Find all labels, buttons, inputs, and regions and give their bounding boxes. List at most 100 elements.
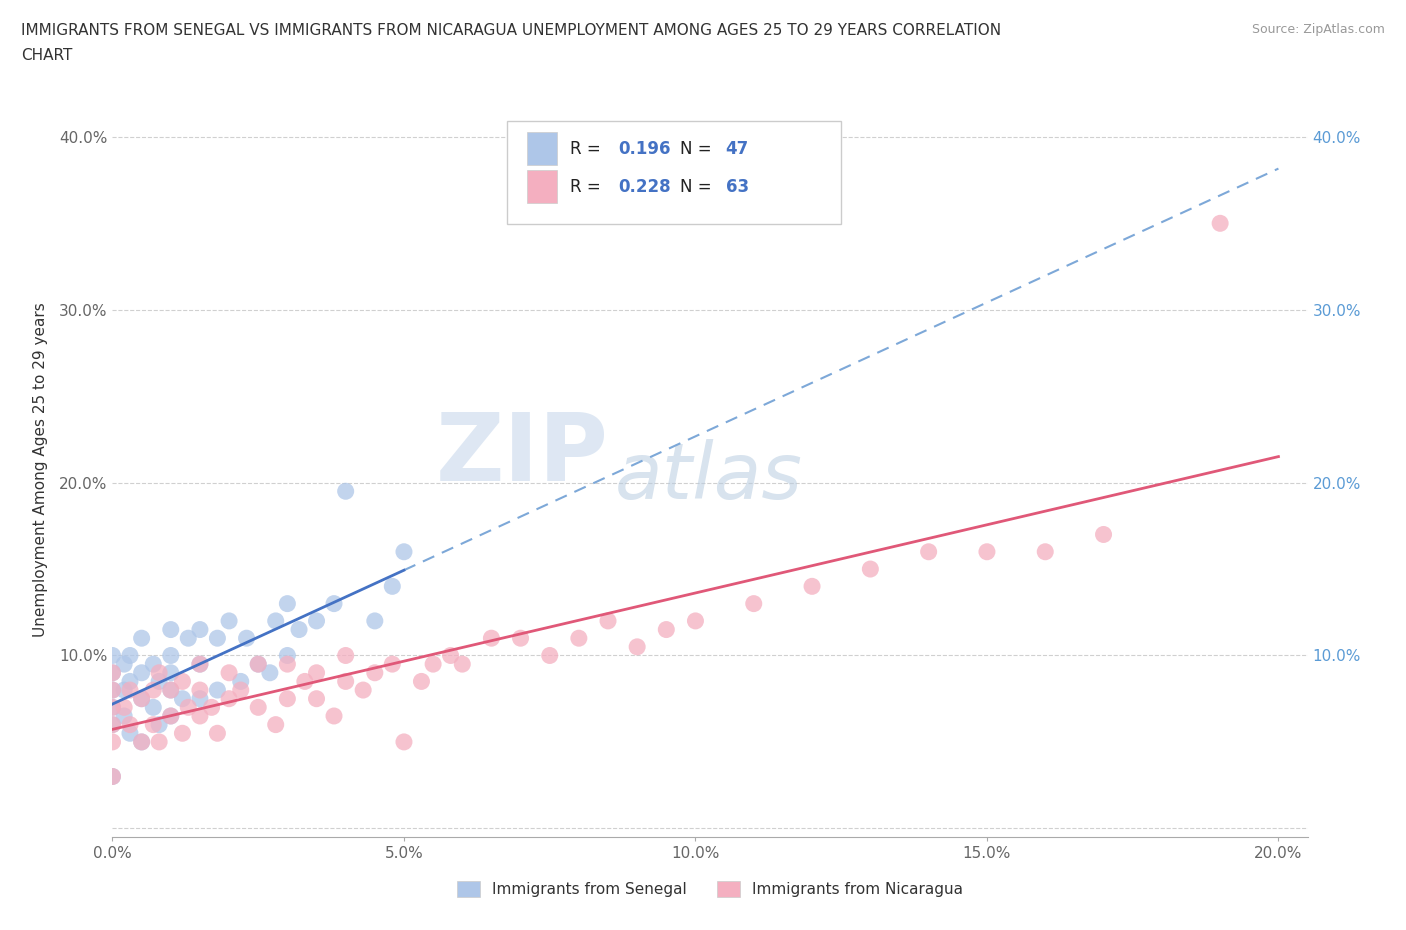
Point xyxy=(148,717,170,732)
Point xyxy=(131,665,153,680)
Point xyxy=(917,544,939,559)
Point xyxy=(247,657,270,671)
Point xyxy=(335,484,357,498)
Point xyxy=(112,657,135,671)
Point xyxy=(177,631,200,645)
Point xyxy=(742,596,765,611)
Point xyxy=(148,735,170,750)
Legend: Immigrants from Senegal, Immigrants from Nicaragua: Immigrants from Senegal, Immigrants from… xyxy=(451,875,969,903)
Point xyxy=(188,683,211,698)
Text: N =: N = xyxy=(681,140,717,157)
Point xyxy=(352,683,374,698)
Point xyxy=(131,631,153,645)
Text: IMMIGRANTS FROM SENEGAL VS IMMIGRANTS FROM NICARAGUA UNEMPLOYMENT AMONG AGES 25 : IMMIGRANTS FROM SENEGAL VS IMMIGRANTS FR… xyxy=(21,23,1001,38)
Point xyxy=(247,657,270,671)
Point xyxy=(188,691,211,706)
Point xyxy=(172,725,194,740)
Point xyxy=(101,665,124,680)
Point xyxy=(411,674,433,689)
Point xyxy=(188,657,211,671)
Point xyxy=(131,735,153,750)
Point xyxy=(685,614,707,629)
Point xyxy=(159,683,181,698)
Point xyxy=(392,544,415,559)
Point xyxy=(112,709,135,724)
Point xyxy=(118,648,141,663)
FancyBboxPatch shape xyxy=(527,132,557,166)
Text: R =: R = xyxy=(571,178,606,196)
Point xyxy=(148,674,170,689)
FancyBboxPatch shape xyxy=(508,121,842,223)
Text: 63: 63 xyxy=(725,178,748,196)
Point xyxy=(568,631,591,645)
Point xyxy=(422,657,444,671)
Point xyxy=(159,709,181,724)
Text: CHART: CHART xyxy=(21,48,73,63)
Point xyxy=(118,674,141,689)
Point xyxy=(364,614,387,629)
Point xyxy=(101,683,124,698)
Point xyxy=(131,735,153,750)
Point xyxy=(1209,216,1232,231)
Text: 0.196: 0.196 xyxy=(619,140,671,157)
Text: R =: R = xyxy=(571,140,606,157)
Point xyxy=(172,691,194,706)
Point xyxy=(131,691,153,706)
Point xyxy=(159,665,181,680)
Point xyxy=(112,700,135,715)
Point xyxy=(188,622,211,637)
Point xyxy=(142,717,165,732)
Point xyxy=(439,648,461,663)
Point xyxy=(801,578,824,593)
Point xyxy=(101,717,124,732)
Point xyxy=(305,665,328,680)
Point xyxy=(235,631,257,645)
Point xyxy=(288,622,311,637)
Point xyxy=(481,631,503,645)
Point xyxy=(131,691,153,706)
Point xyxy=(276,648,298,663)
Point xyxy=(207,725,229,740)
Point xyxy=(101,700,124,715)
Text: N =: N = xyxy=(681,178,717,196)
Point xyxy=(276,691,298,706)
Point xyxy=(264,614,287,629)
Point xyxy=(159,709,181,724)
Point xyxy=(859,562,882,577)
Point xyxy=(1033,544,1056,559)
Point xyxy=(188,657,211,671)
Point xyxy=(207,631,229,645)
Point xyxy=(177,700,200,715)
Point xyxy=(229,674,252,689)
Point xyxy=(142,657,165,671)
Point xyxy=(276,596,298,611)
Point xyxy=(305,614,328,629)
Point xyxy=(1092,527,1115,542)
Point xyxy=(381,657,404,671)
Point xyxy=(101,717,124,732)
Point xyxy=(305,691,328,706)
Point xyxy=(247,700,270,715)
Point xyxy=(218,665,240,680)
Point xyxy=(626,640,648,655)
Point xyxy=(655,622,678,637)
Point xyxy=(323,596,346,611)
Point xyxy=(538,648,561,663)
Point xyxy=(259,665,281,680)
Point xyxy=(188,709,211,724)
Point xyxy=(200,700,222,715)
Point xyxy=(229,683,252,698)
Point xyxy=(142,700,165,715)
Point xyxy=(159,648,181,663)
Point xyxy=(142,683,165,698)
Text: 0.228: 0.228 xyxy=(619,178,671,196)
Point xyxy=(101,648,124,663)
Point xyxy=(112,683,135,698)
Point xyxy=(101,665,124,680)
Point xyxy=(101,683,124,698)
Point xyxy=(392,735,415,750)
Point xyxy=(264,717,287,732)
Point xyxy=(364,665,387,680)
Point xyxy=(335,674,357,689)
Point xyxy=(276,657,298,671)
